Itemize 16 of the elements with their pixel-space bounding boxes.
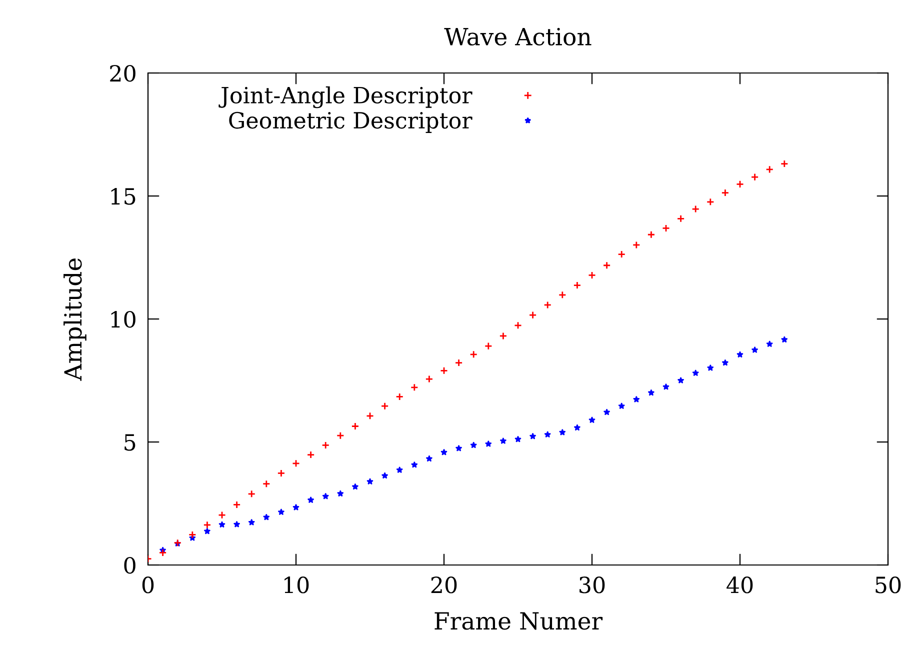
y-axis-title: Amplitude: [64, 258, 86, 381]
y-tick-label: 20: [110, 64, 136, 82]
x-axis-title: Frame Numer: [434, 612, 603, 630]
x-tick-label: 0: [142, 576, 154, 594]
y-tick-label: 15: [111, 188, 136, 205]
y-tick-label: 5: [124, 434, 136, 451]
y-tick-label: 0: [124, 556, 136, 574]
x-tick-label: 50: [876, 576, 901, 594]
x-tick-label: 10: [284, 576, 309, 594]
y-tick-label: 10: [111, 310, 136, 328]
x-tick-label: 20: [431, 576, 457, 594]
legend-label: Geometric Descriptor: [229, 112, 472, 133]
x-tick-label: 40: [726, 576, 753, 594]
x-tick-label: 30: [580, 576, 605, 594]
legend-label: Joint-Angle Descriptor: [218, 86, 472, 108]
chart-title: Wave Action: [444, 28, 592, 46]
